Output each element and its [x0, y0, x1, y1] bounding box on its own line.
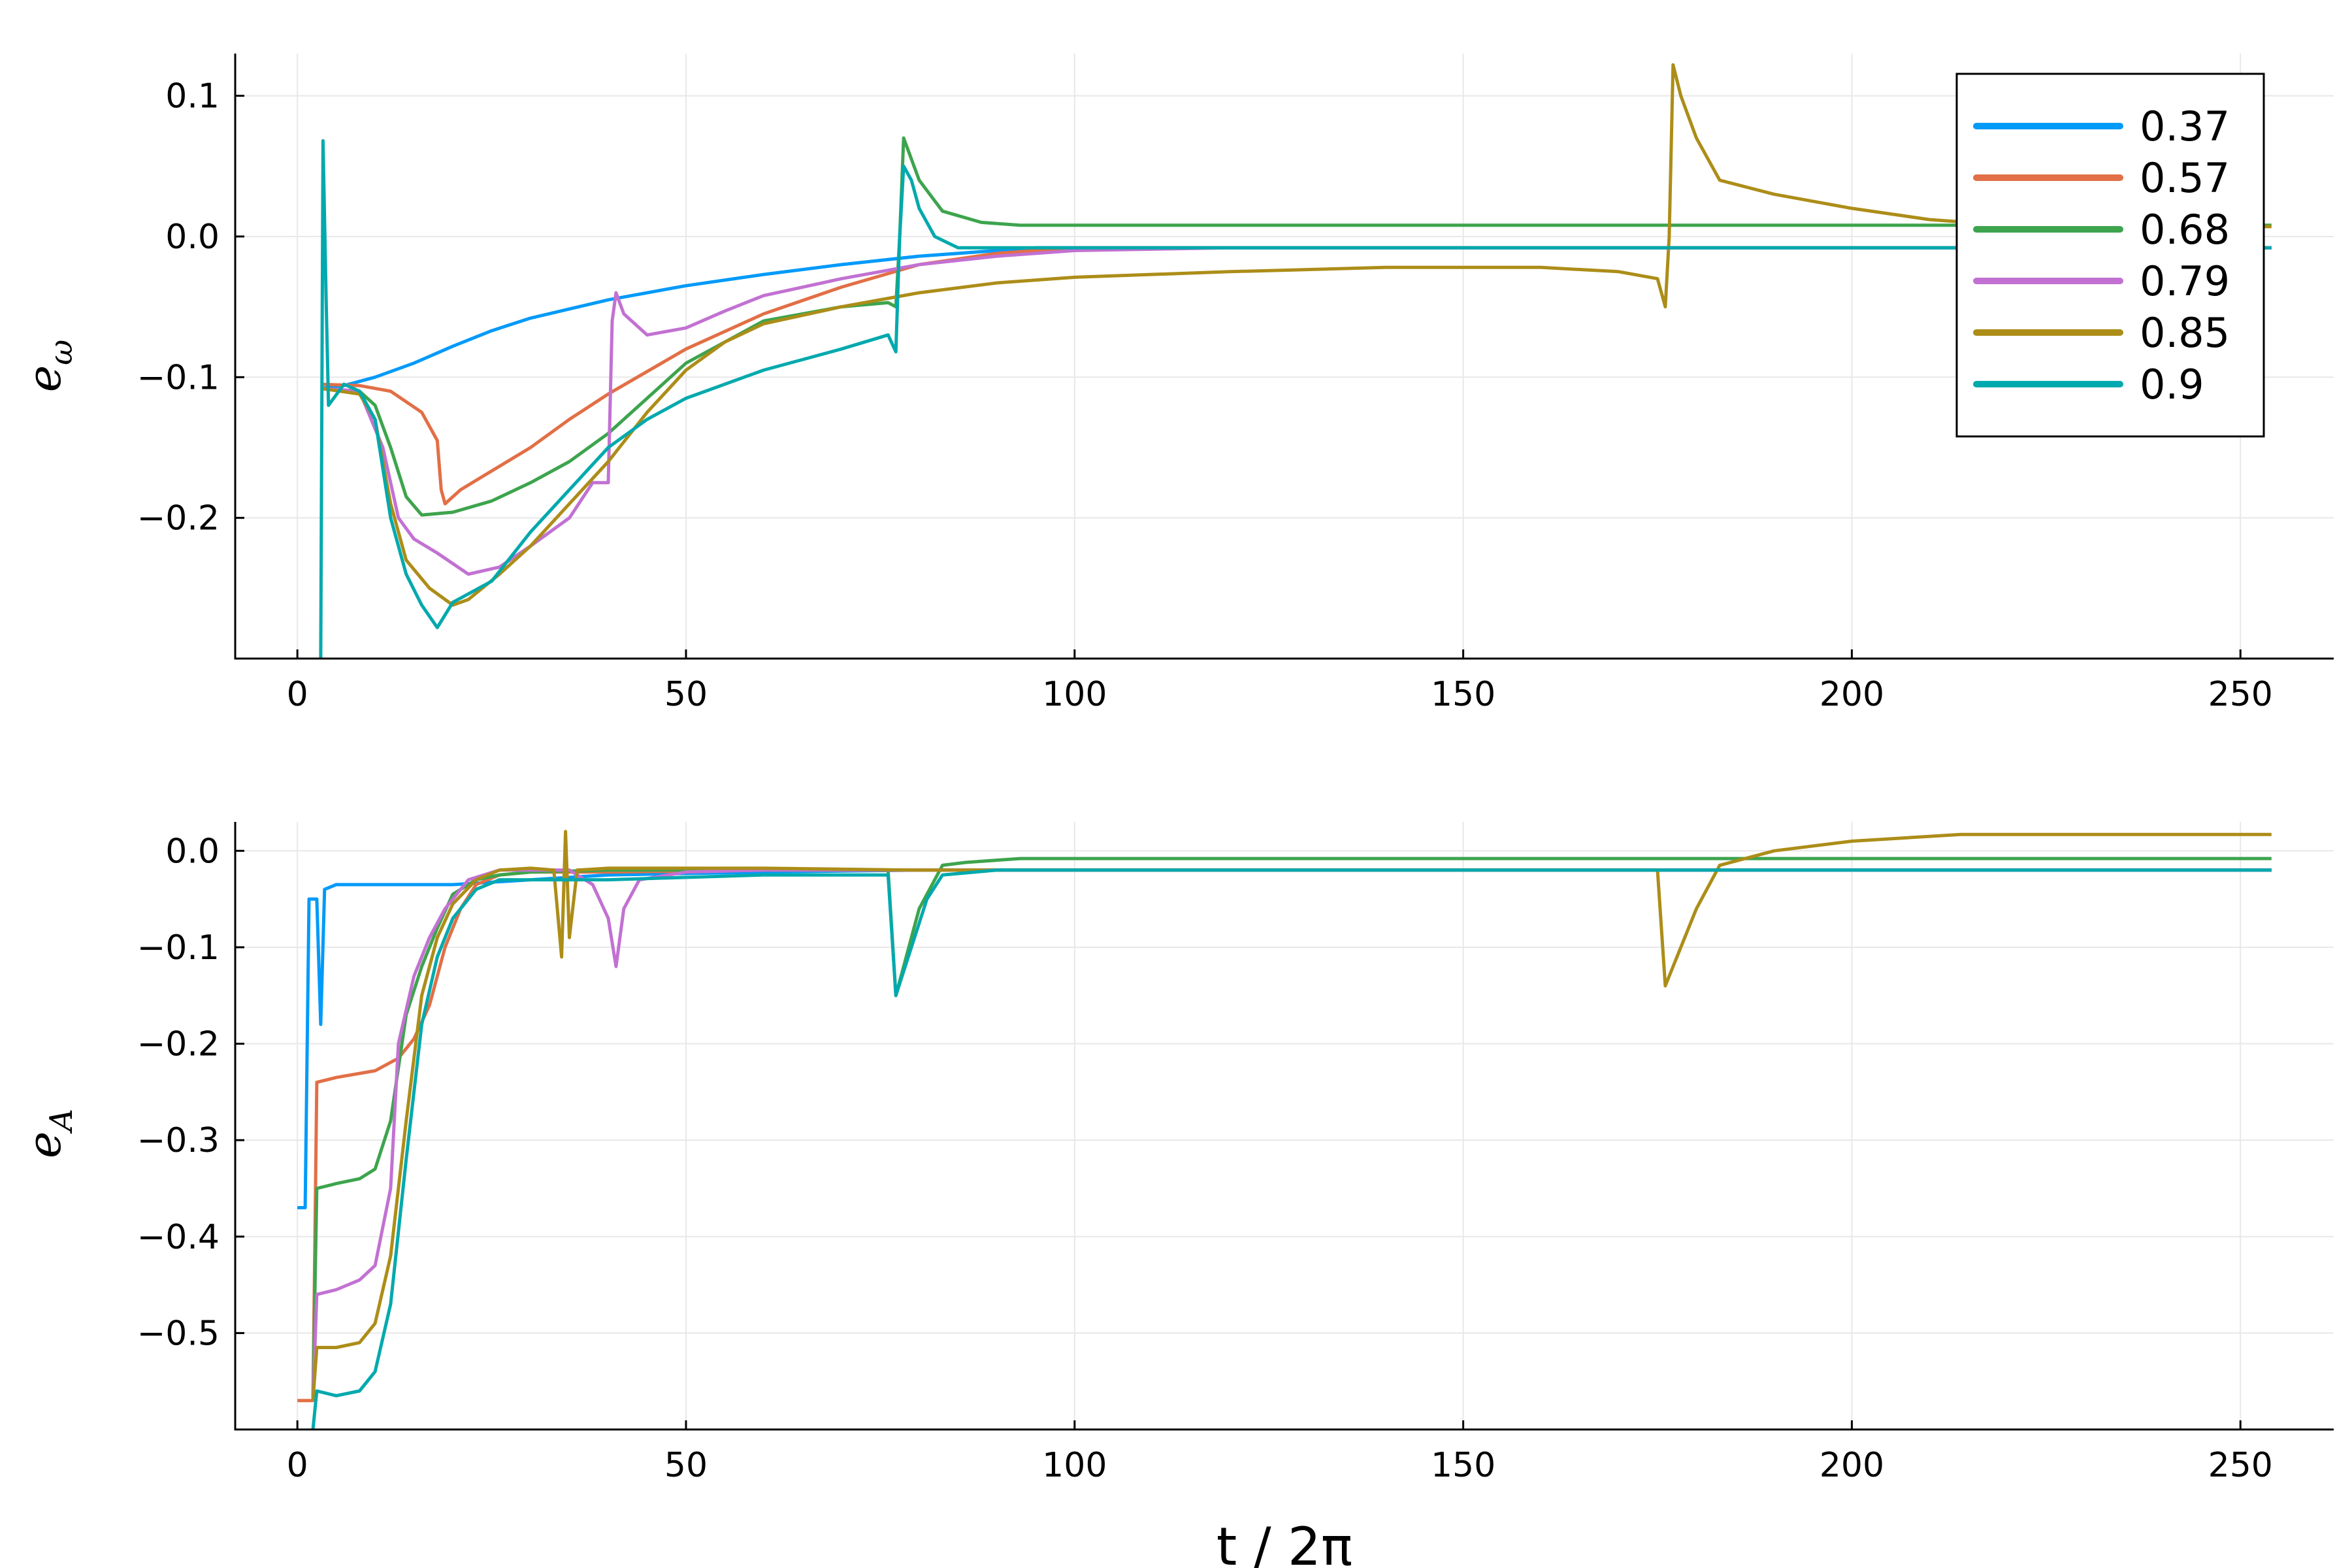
- ylabel-bottom: eA: [18, 1109, 80, 1158]
- series-line-0.68-bottom: [311, 857, 2272, 1401]
- series-line-0.68-top: [320, 136, 2272, 517]
- series-line-0.9-bottom: [311, 868, 2272, 1430]
- xlabel-bottom: t / 2π: [1217, 1516, 1352, 1568]
- axis-frame-top: [234, 54, 2334, 660]
- legend-label: 0.37: [2140, 103, 2230, 150]
- series-line-0.57-bottom: [297, 868, 2272, 1403]
- legend-label: 0.79: [2140, 257, 2230, 305]
- legend-label: 0.9: [2140, 361, 2204, 408]
- ticks-top: 0 50 100 150 200 250 0.1 0.0 −0.1 −0.2: [137, 77, 2273, 714]
- xtick-label: 150: [1431, 675, 1495, 714]
- ylabel-top: eω: [18, 340, 80, 393]
- series-line-0.79-top: [320, 246, 2272, 576]
- ytick-label: −0.2: [137, 1025, 220, 1064]
- grid-bottom: [235, 822, 2334, 1429]
- series-group-bottom: [297, 830, 2272, 1430]
- series-group-top: [319, 63, 2272, 659]
- plot-panel-bottom: 0 50 100 150 200 250 0.0 −0.1 −0.2 −0.3 −0.4 −0.5 e…: [18, 822, 2334, 1568]
- xtick-label: 250: [2208, 1446, 2273, 1485]
- ytick-label: −0.5: [137, 1314, 220, 1353]
- xtick-label: 0: [287, 1446, 308, 1485]
- xtick-label: 250: [2208, 675, 2273, 714]
- series-line-0.37-bottom: [297, 868, 2272, 1209]
- series-line-0.85-bottom: [311, 830, 2272, 1401]
- legend-box: [1955, 73, 2265, 438]
- ytick-label: −0.3: [137, 1121, 220, 1160]
- ticks-bottom: 0 50 100 150 200 250 0.0 −0.1 −0.2 −0.3 −0.4 −0.5: [137, 832, 2273, 1485]
- legend-items: 0.370.570.680.790.850.9: [1973, 103, 2230, 408]
- ytick-label: −0.2: [137, 499, 220, 538]
- ytick-label: 0.1: [165, 77, 220, 116]
- series-line-0.9-top: [319, 139, 2272, 659]
- ytick-label: 0.0: [165, 218, 220, 257]
- plot-panel-top: 0 50 100 150 200 250 0.1 0.0 −0.1 −0.2 eω 0.370.5…: [18, 54, 2334, 714]
- legend: 0.370.570.680.790.850.9: [1955, 73, 2265, 438]
- xtick-label: 50: [664, 1446, 708, 1485]
- legend-label: 0.57: [2140, 154, 2230, 202]
- xtick-label: 100: [1042, 675, 1107, 714]
- legend-label: 0.68: [2140, 206, 2230, 253]
- xtick-label: 100: [1042, 1446, 1107, 1485]
- xtick-label: 200: [1820, 675, 1884, 714]
- series-line-0.85-top: [320, 63, 2272, 607]
- xtick-label: 50: [664, 675, 708, 714]
- ytick-label: −0.4: [137, 1218, 220, 1257]
- xtick-label: 200: [1820, 1446, 1884, 1485]
- ytick-label: 0.0: [165, 832, 220, 871]
- xtick-label: 0: [287, 675, 308, 714]
- xtick-label: 150: [1431, 1446, 1495, 1485]
- series-line-0.37-top: [320, 246, 2272, 390]
- axis-frame-bottom: [234, 822, 2334, 1431]
- legend-label: 0.85: [2140, 309, 2230, 357]
- series-line-0.79-bottom: [311, 868, 2272, 1401]
- ytick-label: −0.1: [137, 358, 220, 397]
- ytick-label: −0.1: [137, 928, 220, 968]
